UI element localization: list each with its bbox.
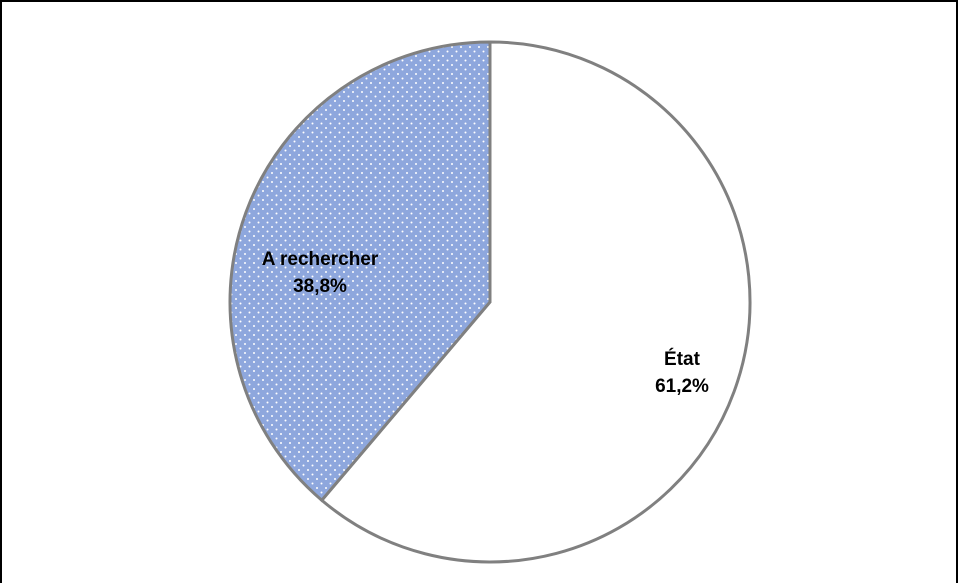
pie-slice-etat xyxy=(319,40,752,564)
pie-slices xyxy=(228,40,752,564)
pie-slice-a-rechercher xyxy=(228,40,492,503)
slice-label-a-rechercher: A rechercher xyxy=(262,249,379,270)
slice-value-etat: 61,2% xyxy=(655,376,709,397)
slice-label-etat: État xyxy=(664,348,701,370)
pie-labels: État 61,2% A rechercher 38,8% xyxy=(262,249,709,397)
slice-value-a-rechercher: 38,8% xyxy=(293,276,347,297)
